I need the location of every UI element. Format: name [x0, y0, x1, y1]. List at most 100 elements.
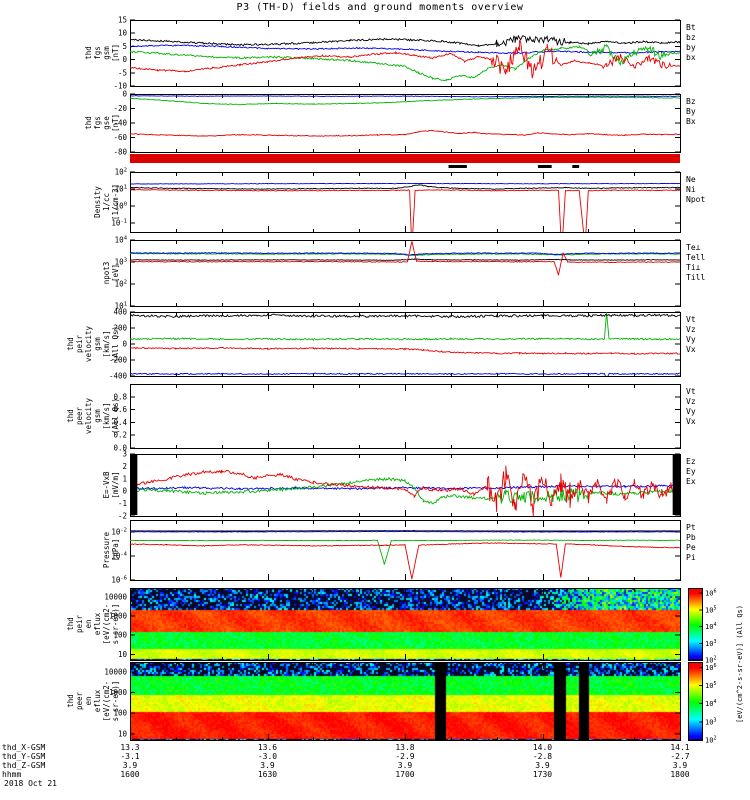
svg-text:105: 105 [705, 681, 716, 690]
svg-text:400: 400 [113, 308, 127, 317]
series-Vz [130, 346, 680, 355]
svg-text:peer: peer [75, 691, 84, 710]
svg-text:0.2: 0.2 [113, 431, 127, 440]
svg-text:106: 106 [705, 663, 716, 672]
svg-text:3: 3 [122, 450, 127, 459]
series-by [130, 43, 680, 82]
svg-text:eflux: eflux [93, 689, 102, 712]
svg-text:0.6: 0.6 [113, 405, 127, 414]
svg-text:102: 102 [705, 736, 716, 745]
svg-text:5: 5 [122, 42, 127, 51]
svg-text:thd: thd [66, 617, 75, 631]
svg-text:103: 103 [705, 639, 716, 648]
svg-text:102: 102 [115, 168, 127, 177]
svg-text:106: 106 [705, 589, 716, 598]
svg-text:0: 0 [122, 487, 127, 496]
svg-text:thd: thd [84, 116, 93, 130]
svg-text:Bx: Bx [686, 117, 696, 126]
svg-text:gsm: gsm [93, 409, 102, 423]
svg-text:npot3: npot3 [102, 262, 111, 285]
series-Ez [130, 465, 680, 516]
svg-text:eflux: eflux [93, 612, 102, 635]
svg-text:Pe: Pe [686, 543, 696, 552]
svg-text:0: 0 [122, 55, 127, 64]
svg-text:Pressure: Pressure [102, 531, 111, 568]
svg-text:0.0: 0.0 [113, 444, 127, 453]
x-row-label: thd_X-GSM [2, 743, 46, 752]
svg-text:peer: peer [75, 406, 84, 425]
series-Bx [130, 95, 680, 98]
svg-text:velocity: velocity [84, 397, 93, 434]
svg-text:2: 2 [122, 462, 127, 471]
x-tick-value: 1800 [670, 770, 690, 779]
svg-text:-60: -60 [113, 133, 127, 142]
svg-text:E=-VxB: E=-VxB [102, 471, 111, 499]
svg-text:gse: gse [102, 116, 111, 130]
svg-text:thd: thd [66, 694, 75, 708]
svg-text:Ne: Ne [686, 175, 696, 184]
svg-text:-40: -40 [113, 119, 127, 128]
svg-text:101: 101 [115, 185, 127, 194]
svg-text:Till: Till [686, 273, 705, 282]
svg-text:Ez: Ez [686, 457, 696, 466]
svg-text:[nT]: [nT] [111, 114, 120, 132]
series-Vy [130, 312, 680, 342]
svg-text:15: 15 [118, 16, 127, 25]
svg-text:[eV/(cm2-: [eV/(cm2- [102, 681, 111, 722]
svg-text:1: 1 [122, 474, 127, 483]
plot-title: P3 (TH-D) fields and ground moments over… [236, 2, 524, 13]
svg-text:en: en [84, 696, 93, 705]
svg-text:[km/s]: [km/s] [102, 330, 111, 357]
date-label: 2018 Oct 21 [4, 779, 57, 788]
svg-text:fgs: fgs [93, 116, 102, 130]
series-bz [130, 39, 680, 79]
svg-text:-400: -400 [109, 372, 128, 381]
svg-text:-1: -1 [118, 499, 127, 508]
svg-text:100: 100 [115, 202, 127, 211]
saturation-bar [130, 455, 138, 515]
series-Bz [130, 129, 680, 137]
svg-text:105: 105 [705, 605, 716, 614]
svg-text:[nT]: [nT] [111, 44, 120, 62]
x-tick-value: 13.8 [395, 743, 415, 752]
series-Bt [130, 34, 680, 48]
svg-text:10-4: 10-4 [111, 552, 127, 561]
svg-text:[km/s]: [km/s] [102, 402, 111, 429]
svg-text:Tell: Tell [686, 253, 705, 262]
svg-text:[eV/(cm^2-s-sr-eV)] (All Qs): [eV/(cm^2-s-sr-eV)] (All Qs) [736, 605, 744, 723]
svg-text:[nPa]: [nPa] [111, 539, 120, 562]
svg-text:200: 200 [113, 324, 127, 333]
svg-text:-5: -5 [118, 68, 127, 77]
series-Pb [130, 542, 680, 580]
svg-text:bx: bx [686, 53, 696, 62]
svg-text:-200: -200 [109, 356, 128, 365]
svg-text:Bz: Bz [686, 97, 696, 106]
svg-text:Vx: Vx [686, 345, 696, 354]
svg-text:0.4: 0.4 [113, 418, 127, 427]
x-tick-value: 3.9 [397, 761, 413, 770]
svg-text:-10: -10 [113, 82, 127, 91]
x-tick-value: 13.6 [257, 743, 278, 752]
svg-text:Pt: Pt [686, 523, 696, 532]
x-tick-value: -2.9 [395, 752, 415, 761]
svg-text:Ni: Ni [686, 185, 696, 194]
svg-text:[eV]: [eV] [111, 264, 120, 282]
svg-text:0.8: 0.8 [113, 392, 127, 401]
svg-text:Ey: Ey [686, 467, 696, 476]
svg-text:102: 102 [705, 656, 716, 665]
x-tick-value: 3.9 [122, 761, 138, 770]
svg-text:[eV/(cm2-: [eV/(cm2- [102, 604, 111, 645]
peer-spectrogram [130, 662, 680, 740]
svg-text:Ti⊥: Ti⊥ [686, 263, 701, 272]
x-tick-value: 3.9 [672, 761, 688, 770]
svg-text:0: 0 [122, 90, 127, 99]
svg-text:Vz: Vz [686, 325, 696, 334]
series-Ex [130, 484, 680, 491]
svg-text:10: 10 [118, 729, 128, 738]
x-row-label: thd_Z-GSM [2, 761, 46, 770]
series-Ni [130, 189, 680, 232]
series-bx [130, 44, 680, 55]
series-By [130, 96, 680, 106]
